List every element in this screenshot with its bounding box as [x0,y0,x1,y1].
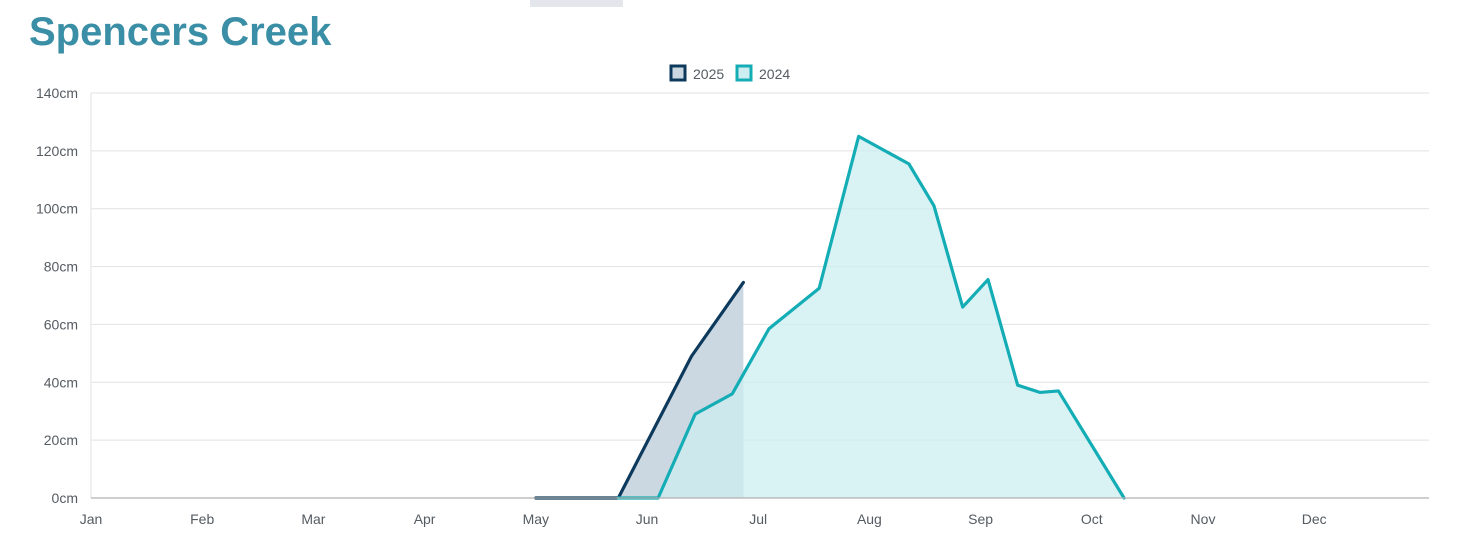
x-tick-label: Oct [1081,511,1103,527]
y-tick-label: 20cm [44,432,78,448]
top-tab-indicator [530,0,623,7]
y-tick-label: 140cm [36,85,78,101]
area-series-2024 [618,136,1125,498]
legend-swatch-2024[interactable] [735,64,753,82]
x-tick-label: Dec [1302,511,1327,527]
x-tick-label: Nov [1191,511,1216,527]
x-tick-label: Mar [301,511,325,527]
y-tick-label: 120cm [36,143,78,159]
legend-swatch-2025[interactable] [669,64,687,82]
x-tick-label: Apr [414,511,436,527]
x-tick-label: Aug [857,511,882,527]
y-tick-label: 0cm [52,490,78,506]
x-tick-label: Feb [190,511,214,527]
x-tick-label: Jan [80,511,103,527]
page-title: Spencers Creek [29,10,332,54]
y-tick-label: 100cm [36,201,78,217]
x-tick-label: Jul [749,511,767,527]
x-tick-label: May [523,511,549,527]
legend-label-2025[interactable]: 2025 [693,66,724,82]
axis-layer: 0cm 20cm 40cm 60cm 80cm 100cm 120cm 140cm Jan Feb… [36,85,1429,527]
x-tick-label: Sep [968,511,993,527]
y-tick-label: 40cm [44,374,78,390]
y-tick-label: 60cm [44,316,78,332]
grid-layer [91,92,1429,441]
area-layer [535,136,1125,498]
x-tick-label: Jun [636,511,659,527]
legend: 2025 2024 [669,64,790,82]
y-tick-label: 80cm [44,259,78,275]
legend-label-2024[interactable]: 2024 [759,66,790,82]
